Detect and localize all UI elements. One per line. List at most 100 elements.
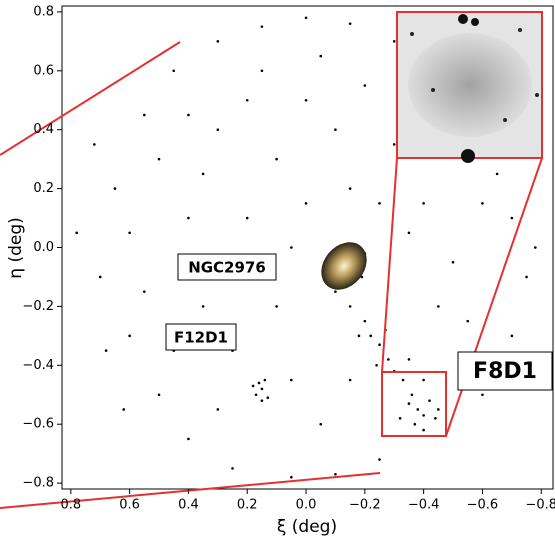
annotation: F12D1	[166, 324, 236, 350]
y-tick-label: −0.6	[22, 417, 54, 432]
x-tick-label: −0.4	[408, 498, 440, 513]
point	[305, 202, 308, 205]
zoom-line	[382, 158, 397, 372]
zoom-line	[0, 42, 180, 155]
annotation: F8D1	[458, 352, 552, 390]
point	[393, 40, 396, 43]
x-tick-label: −0.2	[349, 498, 381, 513]
point	[264, 379, 267, 382]
point	[496, 173, 499, 176]
point	[187, 217, 190, 220]
x-tick-label: −0.6	[467, 498, 499, 513]
point	[105, 349, 108, 352]
inset-halo	[408, 33, 532, 137]
point	[261, 69, 264, 72]
point	[511, 217, 514, 220]
point	[428, 399, 431, 402]
x-axis-label: ξ (deg)	[277, 517, 337, 537]
point	[511, 335, 514, 338]
y-tick-label: 0.2	[33, 181, 54, 196]
y-tick-label: −0.2	[22, 299, 54, 314]
point	[334, 473, 337, 476]
point	[172, 69, 175, 72]
star	[503, 118, 507, 122]
point	[369, 335, 372, 338]
y-axis-label: η (deg)	[6, 217, 26, 278]
point	[187, 438, 190, 441]
point	[334, 128, 337, 131]
annotation-text: NGC2976	[188, 259, 266, 277]
point	[258, 382, 261, 385]
point	[319, 423, 322, 426]
point	[202, 305, 205, 308]
point	[217, 408, 220, 411]
point	[305, 99, 308, 102]
star	[518, 28, 522, 32]
y-tick-label: −0.4	[22, 358, 54, 373]
point	[114, 187, 117, 190]
star	[471, 18, 479, 26]
point	[416, 408, 419, 411]
point	[525, 276, 528, 279]
point	[334, 290, 337, 293]
point	[411, 393, 414, 396]
point	[414, 423, 417, 426]
y-tick-label: 0.0	[33, 240, 54, 255]
point	[408, 231, 411, 234]
y-tick-label: 0.8	[33, 4, 54, 19]
star	[431, 88, 435, 92]
x-tick-label: 0.6	[119, 498, 140, 513]
point	[143, 290, 146, 293]
star	[535, 93, 539, 97]
annotation-text: F8D1	[473, 359, 537, 384]
point	[422, 429, 425, 432]
point	[437, 305, 440, 308]
point	[267, 396, 270, 399]
point	[375, 364, 378, 367]
point	[128, 231, 131, 234]
point	[246, 99, 249, 102]
y-tick-label: 0.4	[33, 122, 54, 137]
point	[217, 128, 220, 131]
point	[434, 417, 437, 420]
point	[399, 417, 402, 420]
point	[364, 84, 367, 87]
point	[534, 246, 537, 249]
y-tick-label: 0.6	[33, 63, 54, 78]
point	[99, 276, 102, 279]
point	[158, 393, 161, 396]
galaxy-core	[312, 233, 376, 299]
point	[290, 476, 293, 479]
star	[458, 14, 468, 24]
point	[402, 379, 405, 382]
point	[378, 343, 381, 346]
x-tick-label: 0.8	[60, 498, 81, 513]
point	[93, 143, 96, 146]
point	[349, 379, 352, 382]
point	[290, 379, 293, 382]
zoom-line	[446, 158, 542, 436]
point	[349, 22, 352, 25]
point	[378, 458, 381, 461]
point	[481, 393, 484, 396]
point	[290, 246, 293, 249]
point	[387, 358, 390, 361]
point	[349, 187, 352, 190]
point	[158, 158, 161, 161]
inset-image	[397, 12, 542, 163]
point	[122, 408, 125, 411]
point	[261, 399, 264, 402]
point	[364, 320, 367, 323]
point	[275, 305, 278, 308]
star	[410, 32, 414, 36]
point	[437, 408, 440, 411]
point	[422, 414, 425, 417]
point	[408, 402, 411, 405]
x-tick-label: 0.0	[296, 498, 317, 513]
point	[261, 25, 264, 28]
point	[187, 114, 190, 117]
point	[255, 393, 258, 396]
point	[305, 16, 308, 19]
point	[202, 173, 205, 176]
point	[481, 202, 484, 205]
